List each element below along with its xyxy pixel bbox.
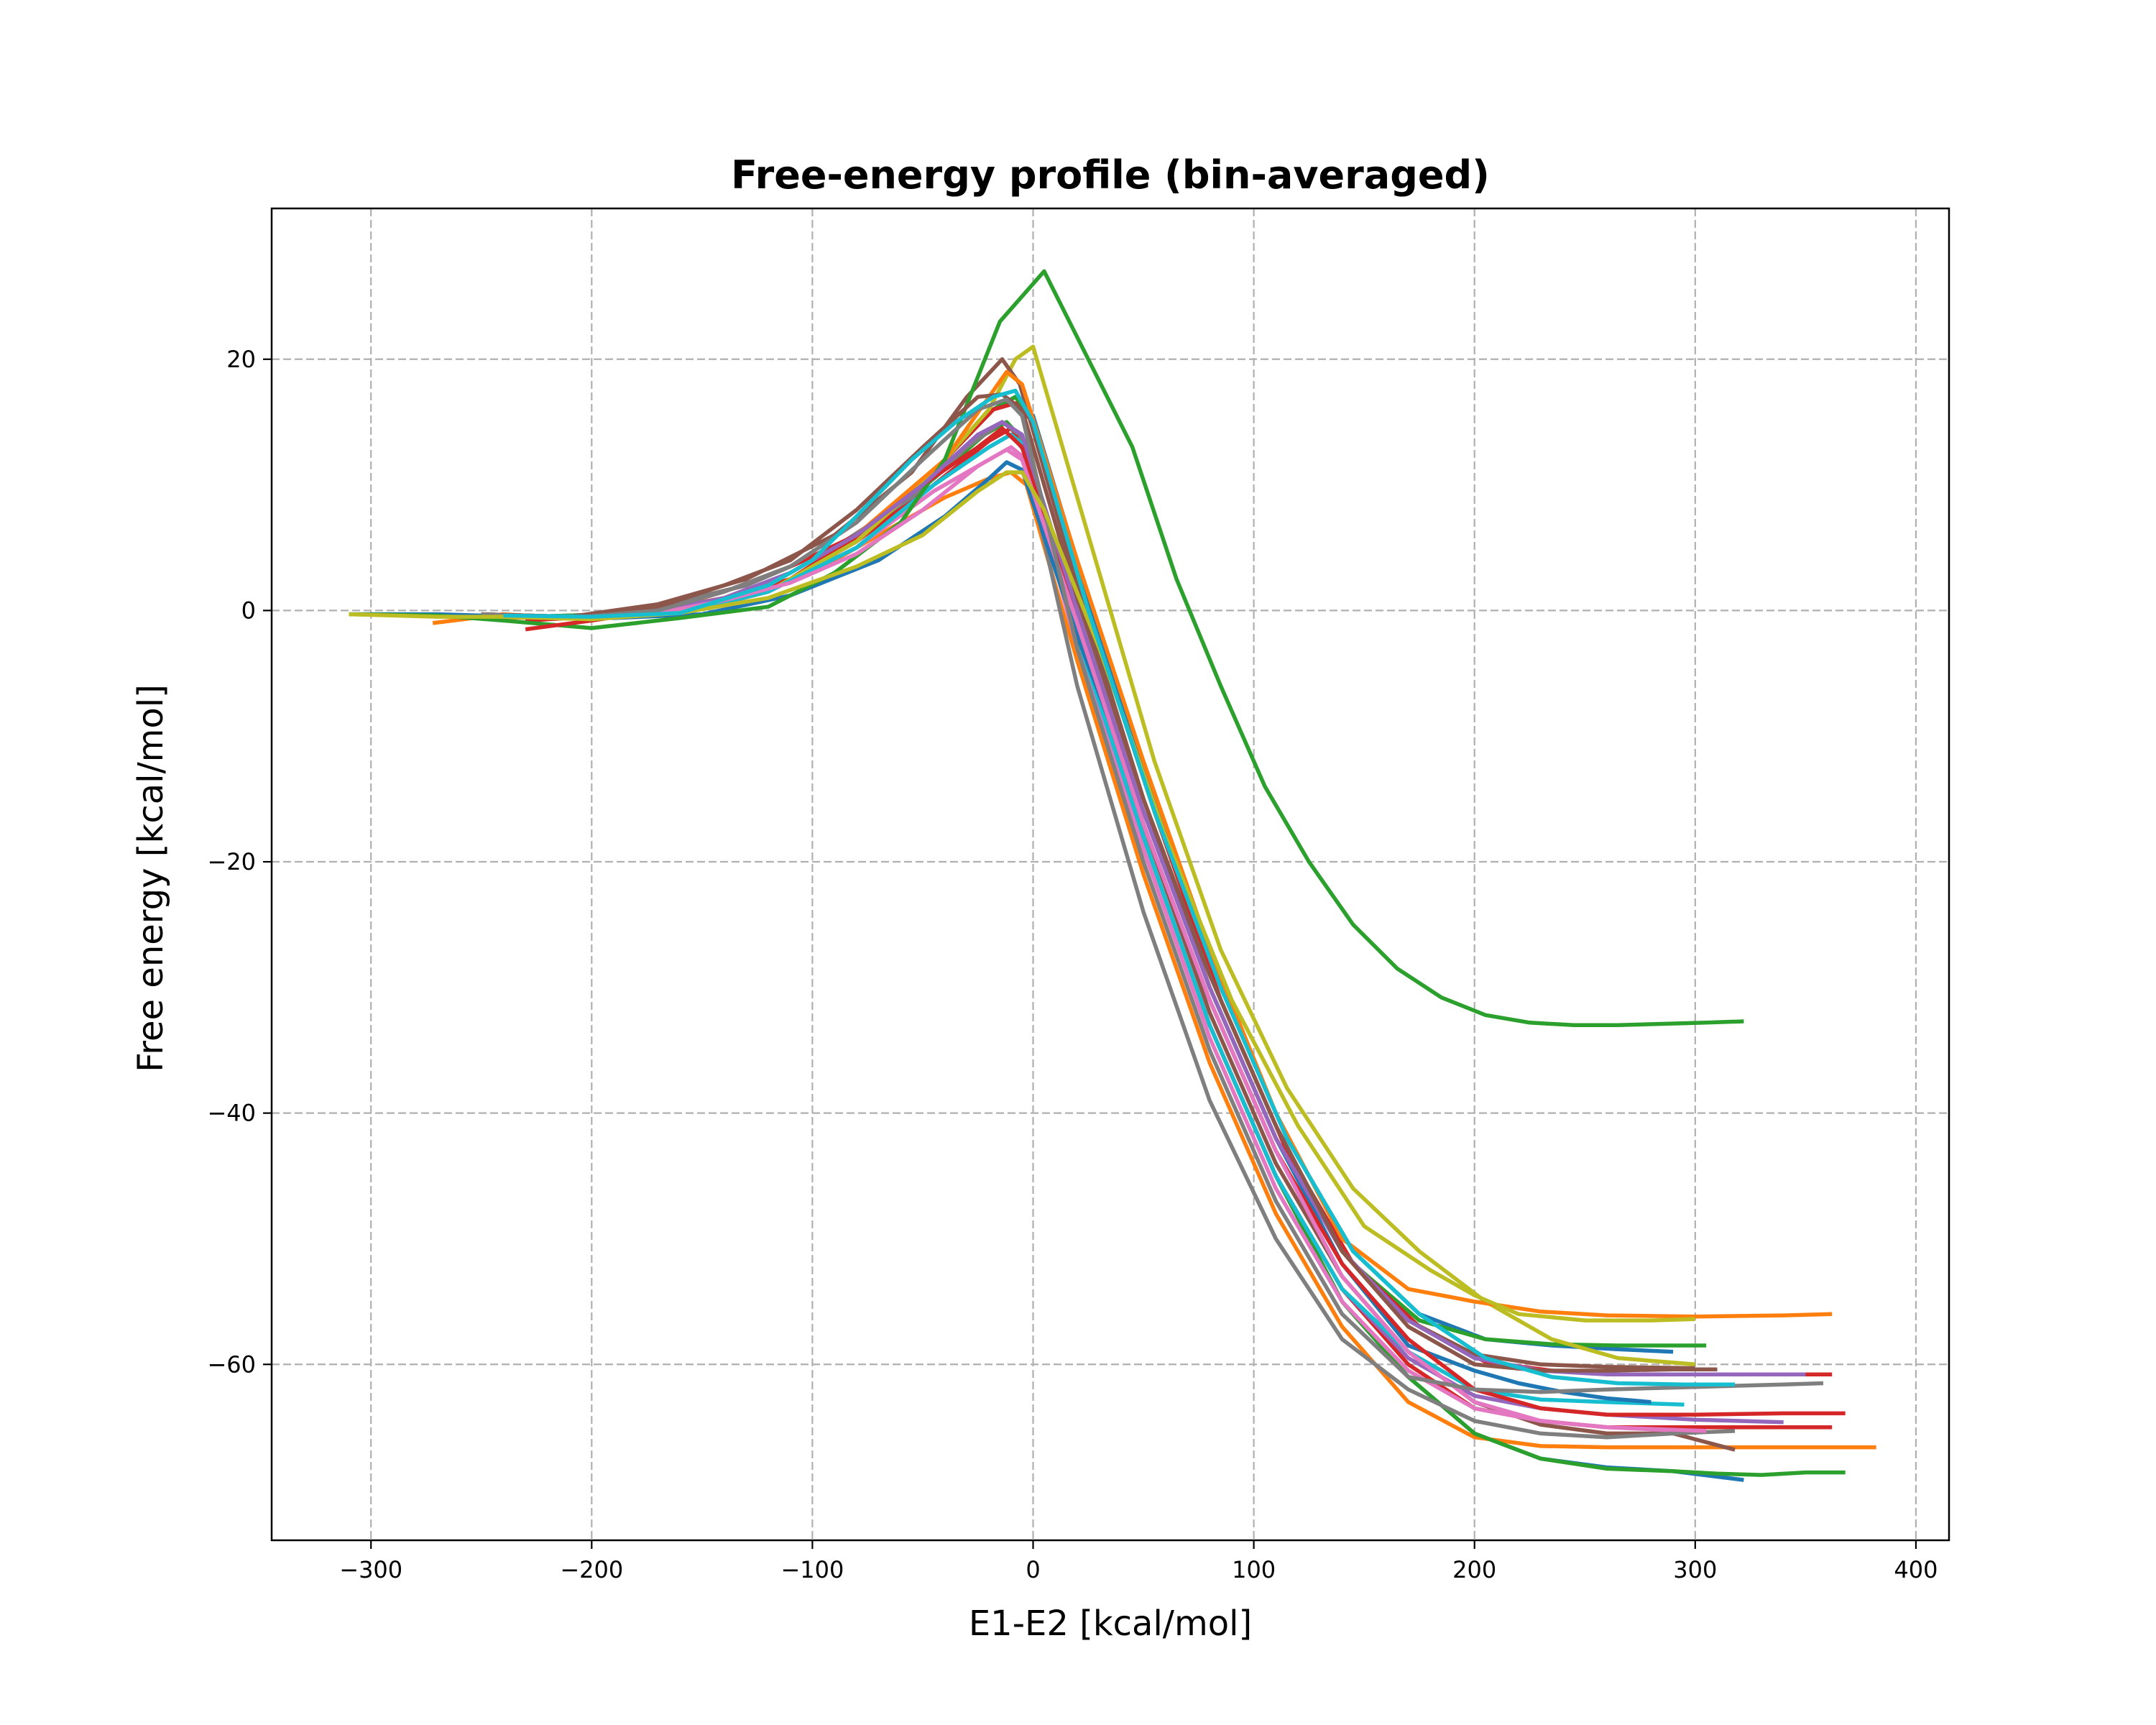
x-tick-label: −200 bbox=[560, 1556, 623, 1583]
plot-lines bbox=[349, 269, 1876, 1482]
x-tick-label: 400 bbox=[1894, 1556, 1938, 1583]
x-tick-label: 200 bbox=[1452, 1556, 1496, 1583]
chart-title: Free-energy profile (bin-averaged) bbox=[731, 152, 1490, 198]
profile-line-8 bbox=[481, 397, 1824, 1394]
x-tick-label: −100 bbox=[780, 1556, 844, 1583]
y-tick-label: 20 bbox=[226, 346, 256, 373]
y-tick-label: −60 bbox=[207, 1351, 256, 1378]
y-axis-label: Free energy [kcal/mol] bbox=[131, 684, 171, 1072]
x-axis-label: E1-E2 [kcal/mol] bbox=[969, 1604, 1252, 1644]
y-tick-label: 0 bbox=[241, 597, 256, 624]
y-tick-label: −40 bbox=[207, 1100, 256, 1127]
y-tick-label: −20 bbox=[207, 848, 256, 875]
profile-line-10 bbox=[503, 388, 1736, 1386]
x-tick-label: −300 bbox=[339, 1556, 402, 1583]
x-tick-label: 300 bbox=[1673, 1556, 1717, 1583]
x-tick-label: 100 bbox=[1232, 1556, 1276, 1583]
x-tick-label: 0 bbox=[1026, 1556, 1040, 1583]
profile-line-7 bbox=[503, 447, 1707, 1433]
profile-line-3 bbox=[349, 269, 1744, 1028]
plot-frame bbox=[270, 207, 1950, 1542]
